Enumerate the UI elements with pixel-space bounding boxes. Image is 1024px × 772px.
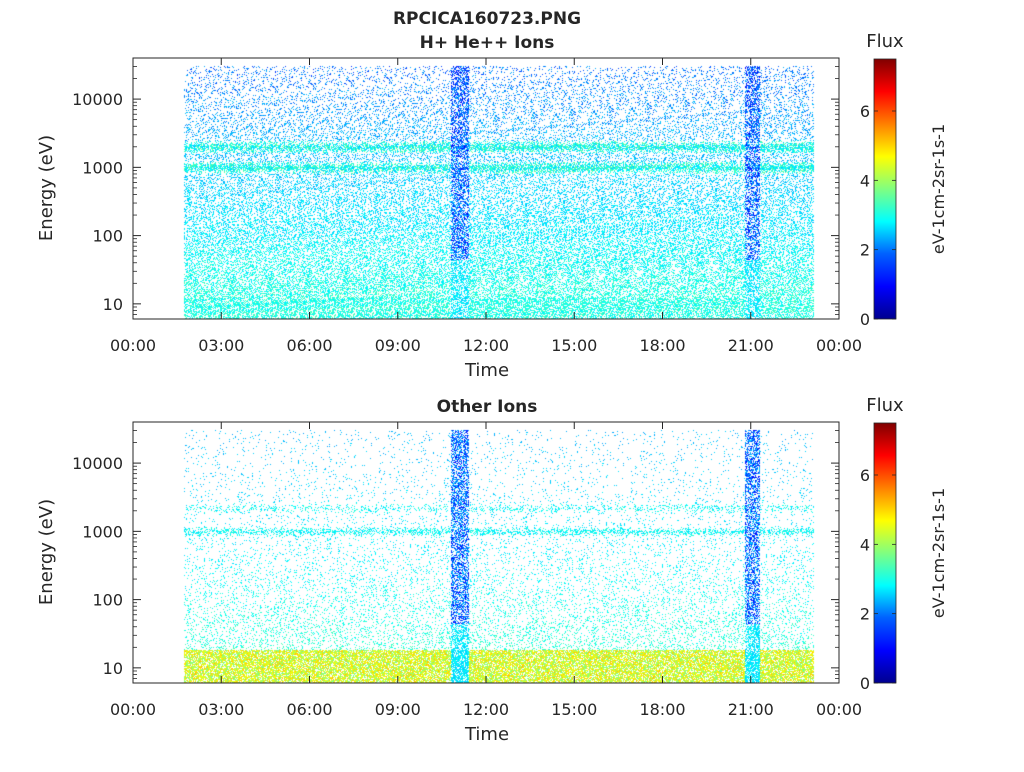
x-tick-label: 21:00 — [728, 336, 774, 355]
x-tick-label: 00:00 — [110, 700, 156, 719]
x-tick-label: 12:00 — [463, 336, 509, 355]
y-tick-label: 1000 — [82, 522, 123, 541]
y-tick-label: 10 — [103, 659, 123, 678]
heatmap-area — [133, 422, 839, 683]
y-axis: 10 100 1000 10000 — [72, 421, 839, 684]
y-axis: 10 100 1000 10000 — [72, 57, 839, 320]
x-tick-label: 15:00 — [551, 336, 597, 355]
colorbar-unit-label: eV-1cm-2sr-1s-1 — [929, 488, 948, 618]
x-tick-label: 12:00 — [463, 700, 509, 719]
heatmap-area — [133, 58, 839, 319]
x-axis: 00:00 03:00 06:00 09:00 12:00 15:00 18:00 21:00… — [110, 58, 862, 355]
x-tick-label: 00:00 — [816, 336, 862, 355]
figure-title: RPCICA160723.PNG — [393, 9, 581, 29]
colorbar-ticks: 0 2 4 6 — [860, 466, 896, 693]
colorbar-tick-label: 2 — [860, 241, 870, 260]
heatmap-image — [133, 58, 839, 319]
colorbar-tick-label: 6 — [860, 466, 870, 485]
x-tick-label: 00:00 — [816, 700, 862, 719]
colorbar-tick-label: 0 — [860, 310, 870, 329]
colorbar-label: Flux — [866, 31, 904, 52]
x-tick-label: 09:00 — [375, 700, 421, 719]
panel-title: Other Ions — [437, 397, 538, 417]
panel-title: H+ He++ Ions — [420, 33, 555, 53]
colorbar-ticks: 0 2 4 6 — [860, 102, 896, 329]
x-tick-label: 06:00 — [286, 336, 332, 355]
colorbar — [873, 58, 897, 320]
y-tick-label: 10 — [103, 295, 123, 314]
y-tick-label: 100 — [92, 227, 123, 246]
x-tick-label: 06:00 — [286, 700, 332, 719]
y-tick-label: 10000 — [72, 90, 123, 109]
x-tick-label: 18:00 — [639, 700, 685, 719]
colorbar-unit: eV-1cm-2sr-1s-1 — [929, 124, 948, 254]
heatmap-image — [133, 422, 839, 683]
panel-other-ions: Other Ions 00:00 03:00 06:00 09:00 12:00 15:0… — [36, 395, 948, 745]
x-tick-label: 00:00 — [110, 336, 156, 355]
y-tick-label: 100 — [92, 591, 123, 610]
colorbar-unit: eV-1cm-2sr-1s-1 — [929, 488, 948, 618]
colorbar-tick-label: 4 — [860, 171, 870, 190]
x-tick-label: 09:00 — [375, 336, 421, 355]
colorbar-tick-label: 4 — [860, 535, 870, 554]
y-tick-label: 10000 — [72, 454, 123, 473]
x-tick-label: 15:00 — [551, 700, 597, 719]
x-tick-label: 03:00 — [198, 336, 244, 355]
colorbar-label: Flux — [866, 395, 904, 416]
colorbar — [873, 422, 897, 684]
colorbar-unit-label: eV-1cm-2sr-1s-1 — [929, 124, 948, 254]
x-tick-label: 18:00 — [639, 336, 685, 355]
x-axis: 00:00 03:00 06:00 09:00 12:00 15:00 18:00 21:00… — [110, 422, 862, 719]
colorbar-tick-label: 6 — [860, 102, 870, 121]
x-tick-label: 03:00 — [198, 700, 244, 719]
colorbar-tick-label: 0 — [860, 674, 870, 693]
x-axis-label: Time — [464, 724, 509, 745]
y-tick-label: 1000 — [82, 158, 123, 177]
y-axis-label: Energy (eV) — [36, 135, 57, 241]
y-axis-label: Energy (eV) — [36, 499, 57, 605]
x-axis-label: Time — [464, 360, 509, 381]
colorbar-tick-label: 2 — [860, 605, 870, 624]
panel-h-he-ions: H+ He++ Ions 00:00 03:00 06:00 09:00 12:00 15… — [36, 31, 948, 381]
x-tick-label: 21:00 — [728, 700, 774, 719]
